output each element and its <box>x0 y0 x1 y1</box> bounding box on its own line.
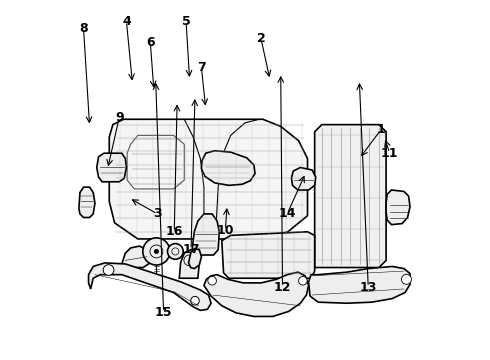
Text: 16: 16 <box>166 225 183 238</box>
Text: 4: 4 <box>122 14 131 27</box>
Text: 14: 14 <box>278 207 296 220</box>
Text: 17: 17 <box>182 243 200 256</box>
Polygon shape <box>79 187 95 217</box>
Text: 15: 15 <box>155 306 172 319</box>
Polygon shape <box>201 151 255 185</box>
Text: 9: 9 <box>115 111 123 124</box>
Text: 10: 10 <box>217 224 234 237</box>
Text: 5: 5 <box>182 14 191 27</box>
Circle shape <box>401 274 412 284</box>
Polygon shape <box>189 249 201 269</box>
Text: 12: 12 <box>274 281 291 294</box>
Polygon shape <box>292 167 316 190</box>
Circle shape <box>298 276 307 285</box>
Circle shape <box>143 238 170 265</box>
Polygon shape <box>204 272 309 316</box>
Polygon shape <box>109 119 308 239</box>
Text: 2: 2 <box>257 32 266 45</box>
Text: 8: 8 <box>79 22 88 35</box>
Polygon shape <box>309 266 410 303</box>
Polygon shape <box>122 246 150 267</box>
Polygon shape <box>386 190 410 225</box>
Text: 6: 6 <box>146 36 155 49</box>
Polygon shape <box>97 153 126 182</box>
Text: 7: 7 <box>197 61 206 74</box>
Circle shape <box>208 276 217 285</box>
Circle shape <box>154 249 159 253</box>
Polygon shape <box>222 232 315 278</box>
Text: 11: 11 <box>381 147 398 160</box>
Polygon shape <box>192 214 220 255</box>
Polygon shape <box>315 125 386 267</box>
Circle shape <box>103 265 114 275</box>
Polygon shape <box>89 263 211 310</box>
Circle shape <box>191 296 199 305</box>
Circle shape <box>168 244 183 259</box>
Text: 3: 3 <box>153 207 162 220</box>
Polygon shape <box>179 249 199 278</box>
Text: 1: 1 <box>376 123 385 136</box>
Text: 13: 13 <box>360 281 377 294</box>
